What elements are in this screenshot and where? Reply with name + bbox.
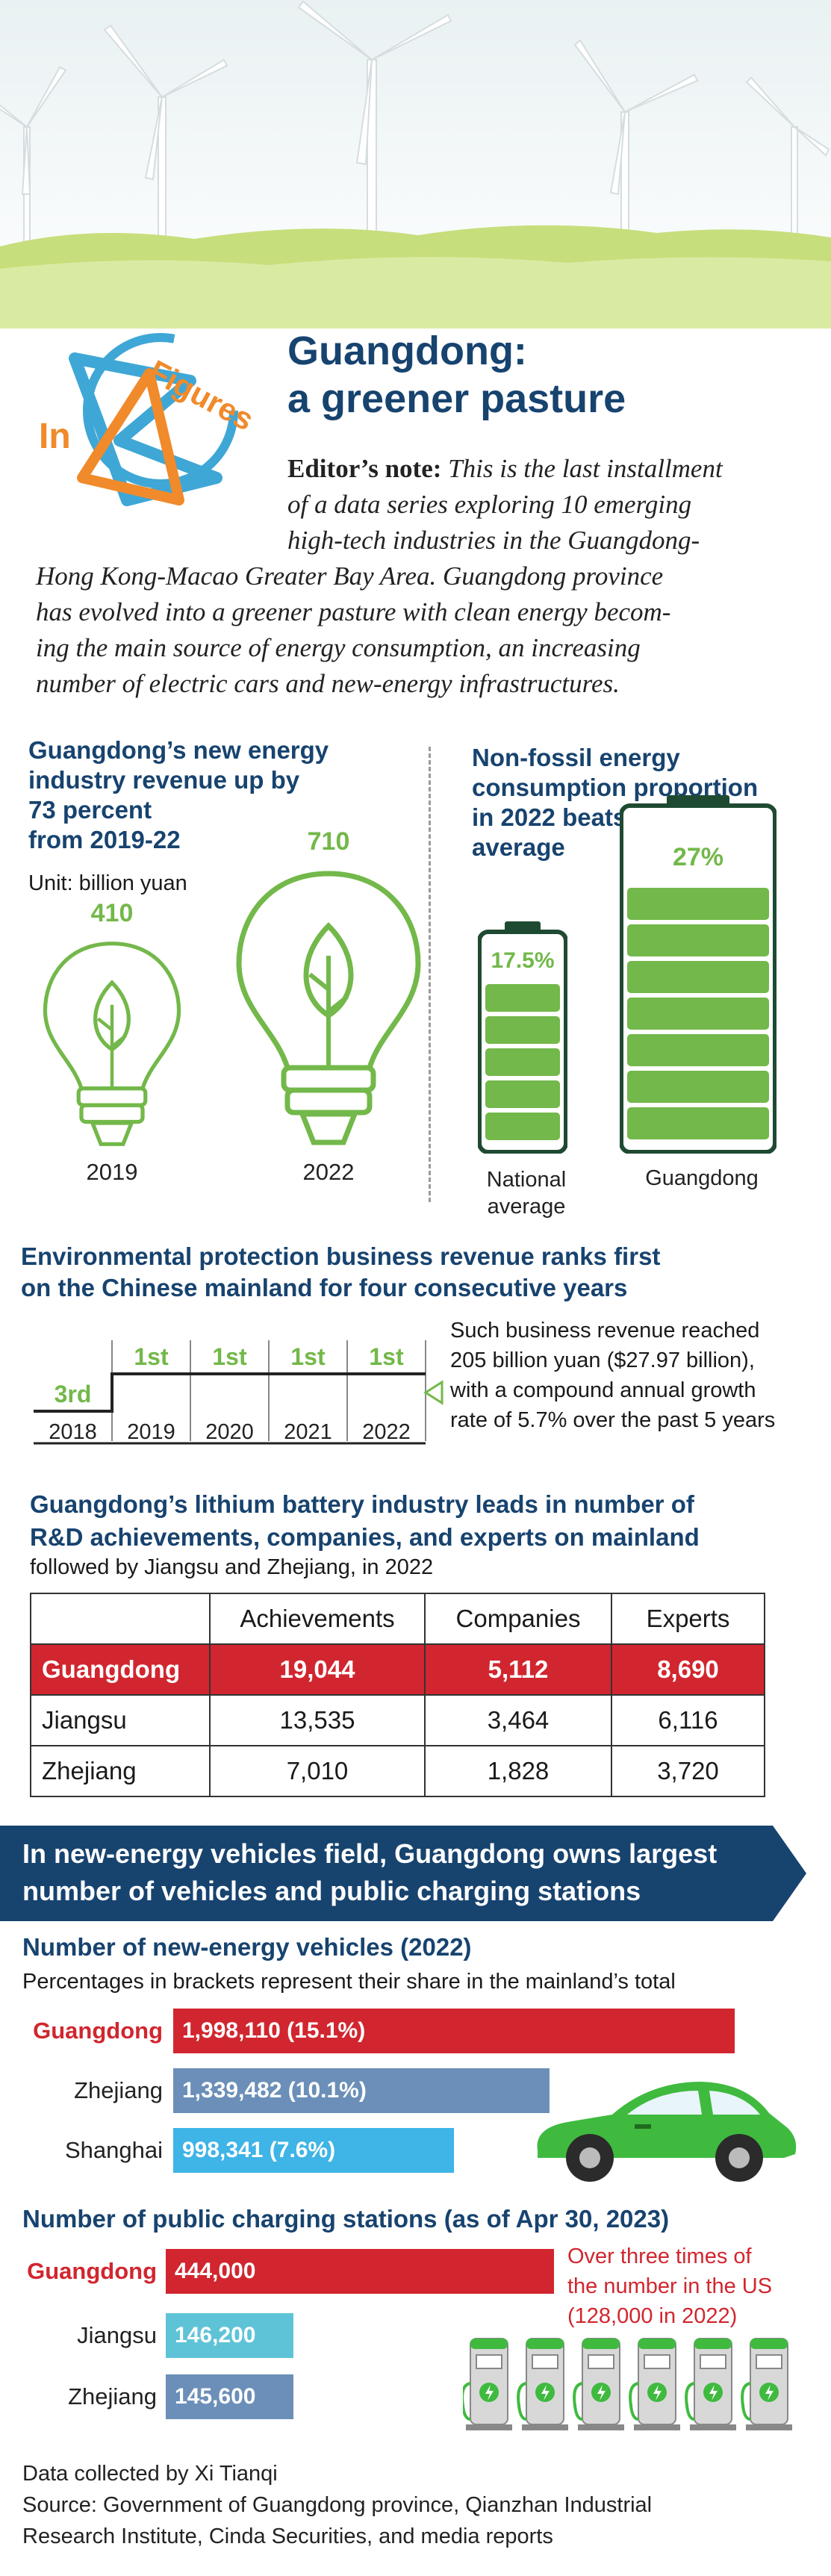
footer-source-2: Research Institute, Cinda Securities, an… xyxy=(22,2524,553,2548)
station-bar-label-jiangsu: Jiangsu xyxy=(77,2322,157,2348)
vehicle-bar-shanghai: 998,341 (7.6%) xyxy=(173,2128,454,2173)
header-background xyxy=(0,0,831,329)
editor-note-label: Editor’s note: xyxy=(287,454,442,483)
table-cell: 8,690 xyxy=(611,1643,765,1696)
wind-turbine-icons xyxy=(0,0,830,292)
rank-label: 1st xyxy=(212,1343,247,1370)
lithium-table: Achievements Companies Experts Guangdong… xyxy=(30,1593,765,1797)
table-cell: 19,044 xyxy=(209,1643,426,1696)
section-divider xyxy=(429,747,431,1202)
table-header-cell: Companies xyxy=(424,1593,612,1645)
nev-banner-text: In new-energy vehicles field, Guangdong … xyxy=(22,1838,718,1906)
battery-guangdong-icon xyxy=(620,795,776,1154)
table-cell: 5,112 xyxy=(424,1643,612,1696)
rank-year-label: 2020 xyxy=(205,1420,254,1444)
lithium-subtitle: followed by Jiangsu and Zhejiang, in 202… xyxy=(30,1555,434,1579)
revenue-unit: Unit: billion yuan xyxy=(28,871,187,895)
battery-value-guangdong: 27% xyxy=(672,843,724,871)
charging-post-icon xyxy=(629,2338,680,2430)
charging-post-icon xyxy=(741,2338,792,2430)
vehicle-bar-label-zhejiang: Zhejiang xyxy=(74,2077,163,2103)
table-header-row: Achievements Companies Experts xyxy=(30,1593,765,1645)
table-cell: 7,010 xyxy=(209,1745,426,1797)
in-figures-badge: In Figures xyxy=(30,329,261,523)
vehicle-bar-guangdong: 1,998,110 (15.1%) xyxy=(173,2009,735,2053)
rank-label: 1st xyxy=(134,1343,169,1370)
env-title: Environmental protection business revenu… xyxy=(21,1242,661,1301)
badge-in-text: In xyxy=(39,417,71,456)
footer-collected: Data collected by Xi Tianqi xyxy=(22,2462,278,2486)
station-bar-zhejiang: 145,600 xyxy=(166,2374,293,2419)
vehicles-subtitle: Percentages in brackets represent their … xyxy=(22,1970,676,1994)
stations-title: Number of public charging stations (as o… xyxy=(22,2205,670,2233)
lithium-title: Guangdong’s lithium battery industry lea… xyxy=(30,1490,700,1551)
table-cell: 6,116 xyxy=(611,1694,765,1746)
rank-year-label: 2021 xyxy=(284,1420,332,1444)
rank-label: 1st xyxy=(369,1343,404,1370)
stations-note: Over three times of the number in the US… xyxy=(567,2244,773,2328)
table-cell: Zhejiang xyxy=(30,1745,211,1797)
rank-callout-arrow xyxy=(423,1380,443,1405)
electric-car-icon xyxy=(523,2068,806,2188)
station-bar-label-zhejiang: Zhejiang xyxy=(68,2383,157,2409)
charging-station-icons xyxy=(463,2331,806,2436)
table-cell: 3,720 xyxy=(611,1745,765,1797)
battery-national-icon xyxy=(478,921,567,1154)
station-bar-guangdong: 444,000 xyxy=(166,2249,554,2294)
battery-label-national: National average xyxy=(486,1168,567,1219)
table-row-zhejiang: Zhejiang 7,010 1,828 3,720 xyxy=(30,1745,765,1797)
footer: Data collected by Xi Tianqi Source: Gove… xyxy=(22,2458,814,2552)
table-header-cell: Achievements xyxy=(209,1593,426,1645)
bulb-category-2019: 2019 xyxy=(86,1159,138,1185)
charging-post-icon xyxy=(517,2338,568,2430)
revenue-title: Guangdong’s new energy industry revenue … xyxy=(28,736,329,853)
vehicle-bar-zhejiang: 1,339,482 (10.1%) xyxy=(173,2068,550,2113)
table-cell: Jiangsu xyxy=(30,1694,211,1746)
table-row-jiangsu: Jiangsu 13,535 3,464 6,116 xyxy=(30,1694,765,1746)
lightbulb-2022-icon xyxy=(231,866,426,1150)
page-title: Guangdong: a greener pasture xyxy=(287,329,626,421)
rank-chart: 2018 3rd 2019 1st 2020 1st 2021 1st 2022 1st xyxy=(30,1310,448,1445)
rank-year-label: 2019 xyxy=(127,1420,175,1444)
bulb-category-2022: 2022 xyxy=(302,1159,355,1185)
table-cell: 13,535 xyxy=(209,1694,426,1746)
lightbulb-2019-icon xyxy=(40,938,184,1150)
rank-label: 3rd xyxy=(55,1381,92,1407)
table-header-cell: Experts xyxy=(611,1593,765,1645)
vehicles-title: Number of new-energy vehicles (2022) xyxy=(22,1933,472,1961)
charging-post-icon xyxy=(685,2338,736,2430)
rank-step-line xyxy=(34,1372,426,1413)
rank-year-label: 2022 xyxy=(362,1420,411,1444)
nev-banner xyxy=(0,1826,806,1921)
battery-value-national: 17.5% xyxy=(491,948,555,973)
station-bar-label-guangdong: Guangdong xyxy=(27,2258,157,2284)
table-cell: 1,828 xyxy=(424,1745,612,1797)
vehicle-bar-label-shanghai: Shanghai xyxy=(64,2137,163,2163)
station-bar-jiangsu: 146,200 xyxy=(166,2313,293,2358)
editor-note: Editor’s note: This is the last installm… xyxy=(36,454,723,698)
rank-label: 1st xyxy=(290,1343,326,1370)
vehicle-bar-label-guangdong: Guangdong xyxy=(33,2017,163,2044)
bulb-value-2022: 710 xyxy=(307,827,350,856)
table-cell: 3,464 xyxy=(424,1694,612,1746)
charging-post-icon xyxy=(463,2338,512,2430)
bulb-value-2019: 410 xyxy=(90,899,134,927)
footer-source-1: Source: Government of Guangdong province… xyxy=(22,2493,653,2517)
table-row-guangdong: Guangdong 19,044 5,112 8,690 xyxy=(30,1643,765,1696)
rank-year-label: 2018 xyxy=(49,1420,97,1444)
env-note: Such business revenue reached 205 billio… xyxy=(450,1319,776,1432)
table-cell: Guangdong xyxy=(30,1643,211,1696)
charging-post-icon xyxy=(573,2338,624,2430)
battery-label-guangdong: Guangdong xyxy=(645,1166,759,1190)
table-header-cell xyxy=(30,1593,211,1645)
